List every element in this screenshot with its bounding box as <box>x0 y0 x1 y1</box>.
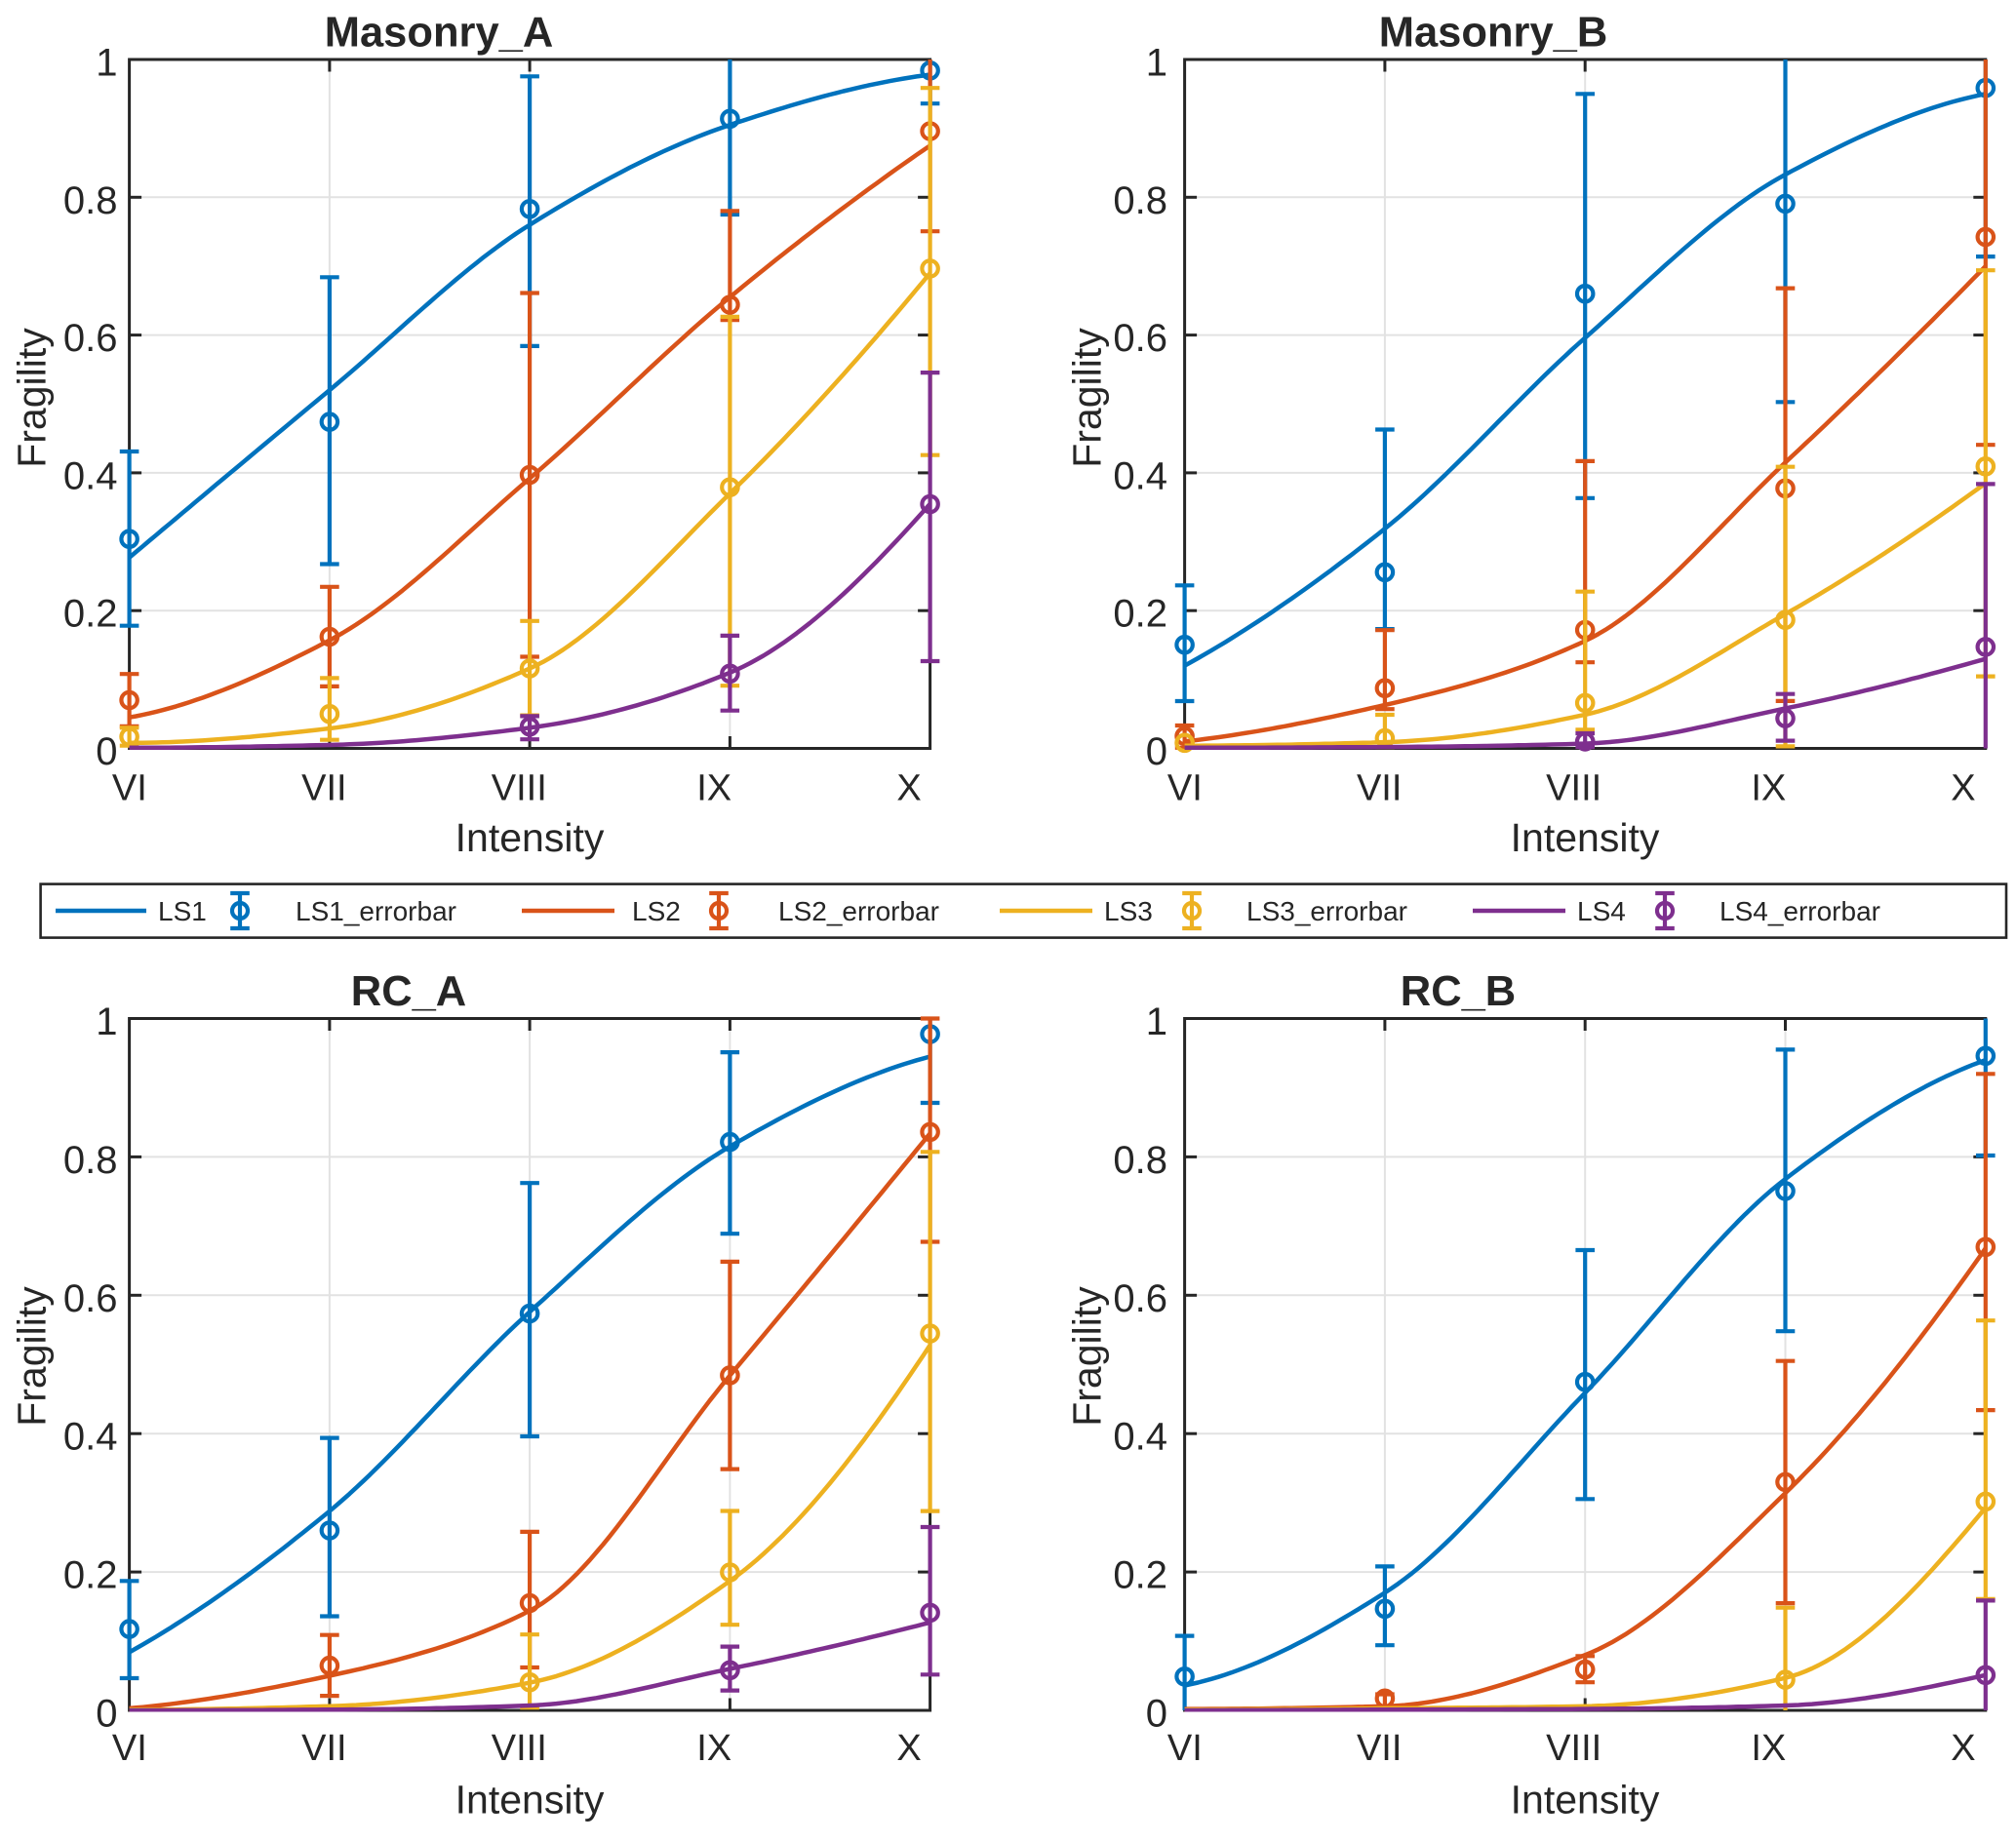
svg-text:LS1: LS1 <box>158 896 207 926</box>
svg-text:VII: VII <box>1357 768 1402 809</box>
svg-text:VIII: VIII <box>492 768 547 809</box>
svg-text:X: X <box>896 1728 921 1769</box>
svg-text:VII: VII <box>1357 1728 1402 1769</box>
svg-text:0.6: 0.6 <box>63 1277 118 1320</box>
svg-text:Fragility: Fragility <box>1065 1286 1110 1427</box>
svg-text:VI: VI <box>1167 1728 1203 1769</box>
svg-text:0.4: 0.4 <box>63 454 118 497</box>
svg-text:0.8: 0.8 <box>63 179 118 222</box>
svg-text:0.2: 0.2 <box>63 593 118 636</box>
svg-text:RC_B: RC_B <box>1401 968 1516 1015</box>
svg-text:LS4: LS4 <box>1577 896 1626 926</box>
svg-text:VII: VII <box>301 1728 346 1769</box>
svg-text:VI: VI <box>1167 768 1203 809</box>
svg-text:0.8: 0.8 <box>63 1139 118 1182</box>
svg-text:VIII: VIII <box>1546 1728 1601 1769</box>
svg-text:0.2: 0.2 <box>1113 593 1167 636</box>
svg-text:X: X <box>1951 1728 1975 1769</box>
svg-text:VII: VII <box>301 768 346 809</box>
svg-text:0: 0 <box>1146 730 1167 773</box>
svg-text:LS3_errorbar: LS3_errorbar <box>1246 896 1407 926</box>
svg-text:Intensity: Intensity <box>1511 815 1660 860</box>
svg-text:LS3: LS3 <box>1104 896 1153 926</box>
svg-text:Masonry_A: Masonry_A <box>325 10 554 57</box>
svg-text:1: 1 <box>96 42 117 85</box>
svg-text:0: 0 <box>1146 1693 1167 1736</box>
svg-text:RC_A: RC_A <box>351 968 466 1015</box>
svg-text:Intensity: Intensity <box>455 1778 605 1822</box>
svg-text:X: X <box>1951 768 1975 809</box>
svg-text:IX: IX <box>1751 1728 1786 1769</box>
svg-text:Intensity: Intensity <box>455 815 605 860</box>
svg-text:0.4: 0.4 <box>1113 454 1167 497</box>
svg-text:LS2_errorbar: LS2_errorbar <box>778 896 939 926</box>
svg-text:Fragility: Fragility <box>10 328 55 468</box>
svg-text:0.4: 0.4 <box>1113 1416 1167 1459</box>
svg-text:LS1_errorbar: LS1_errorbar <box>296 896 456 926</box>
svg-text:Masonry_B: Masonry_B <box>1379 10 1608 57</box>
svg-text:0: 0 <box>96 1693 117 1736</box>
svg-text:0: 0 <box>96 730 117 773</box>
svg-text:LS4_errorbar: LS4_errorbar <box>1720 896 1880 926</box>
svg-text:VI: VI <box>112 1728 147 1769</box>
svg-text:1: 1 <box>1146 42 1167 85</box>
svg-text:IX: IX <box>696 1728 731 1769</box>
svg-text:0.2: 0.2 <box>63 1554 118 1597</box>
svg-text:IX: IX <box>696 768 731 809</box>
svg-text:VIII: VIII <box>1546 768 1601 809</box>
svg-text:0.8: 0.8 <box>1113 179 1167 222</box>
svg-text:X: X <box>896 768 921 809</box>
svg-text:LS2: LS2 <box>632 896 681 926</box>
svg-text:0.4: 0.4 <box>63 1416 118 1459</box>
svg-text:0.6: 0.6 <box>63 317 118 360</box>
svg-text:VIII: VIII <box>492 1728 547 1769</box>
svg-text:Fragility: Fragility <box>10 1286 55 1427</box>
svg-text:1: 1 <box>1146 1000 1167 1043</box>
svg-text:0.6: 0.6 <box>1113 317 1167 360</box>
svg-text:Intensity: Intensity <box>1511 1778 1660 1822</box>
svg-text:0.2: 0.2 <box>1113 1554 1167 1597</box>
svg-text:0.8: 0.8 <box>1113 1139 1167 1182</box>
svg-text:Fragility: Fragility <box>1065 328 1110 468</box>
svg-text:VI: VI <box>112 768 147 809</box>
svg-text:1: 1 <box>96 1000 117 1043</box>
svg-text:IX: IX <box>1751 768 1786 809</box>
svg-text:0.6: 0.6 <box>1113 1277 1167 1320</box>
